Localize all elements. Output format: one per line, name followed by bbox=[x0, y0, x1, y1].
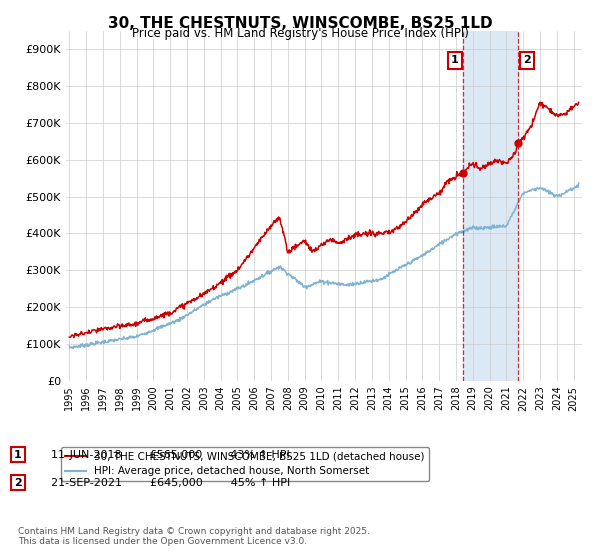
Text: 1: 1 bbox=[451, 55, 459, 66]
Legend: 30, THE CHESTNUTS, WINSCOMBE, BS25 1LD (detached house), HPI: Average price, det: 30, THE CHESTNUTS, WINSCOMBE, BS25 1LD (… bbox=[61, 447, 429, 480]
Text: 2: 2 bbox=[523, 55, 531, 66]
Bar bbox=[463, 31, 518, 381]
Text: 2: 2 bbox=[14, 478, 22, 488]
Text: 30, THE CHESTNUTS, WINSCOMBE, BS25 1LD: 30, THE CHESTNUTS, WINSCOMBE, BS25 1LD bbox=[107, 16, 493, 31]
Text: 21-SEP-2021        £645,000        45% ↑ HPI: 21-SEP-2021 £645,000 45% ↑ HPI bbox=[51, 478, 290, 488]
Text: 11-JUN-2018        £565,000        43% ↑ HPI: 11-JUN-2018 £565,000 43% ↑ HPI bbox=[51, 450, 290, 460]
Text: Contains HM Land Registry data © Crown copyright and database right 2025.
This d: Contains HM Land Registry data © Crown c… bbox=[18, 526, 370, 546]
Text: Price paid vs. HM Land Registry's House Price Index (HPI): Price paid vs. HM Land Registry's House … bbox=[131, 27, 469, 40]
Text: 1: 1 bbox=[14, 450, 22, 460]
